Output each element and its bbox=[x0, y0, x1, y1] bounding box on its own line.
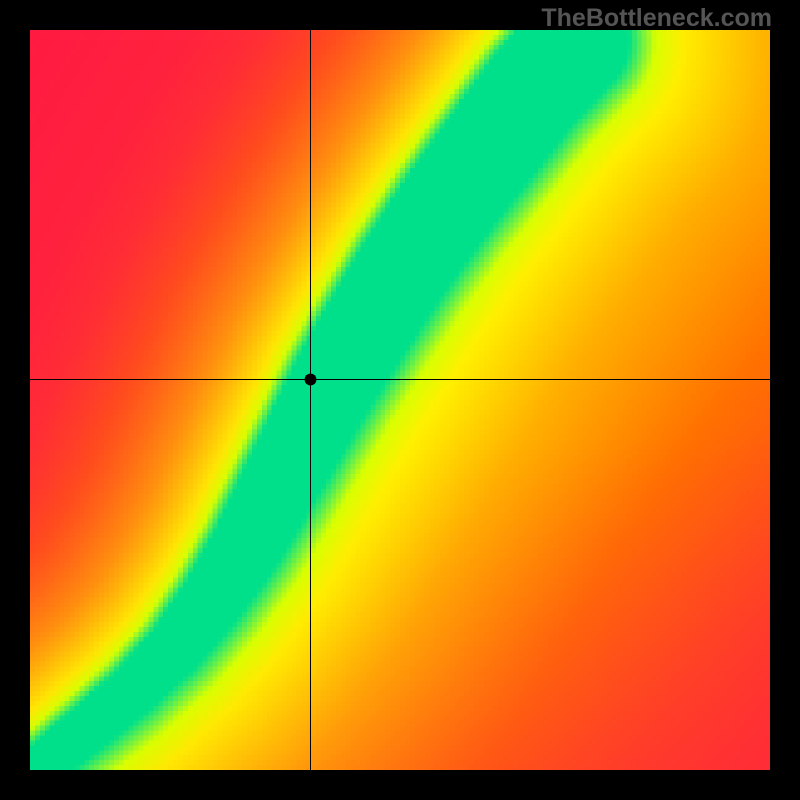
crosshair-overlay bbox=[30, 30, 770, 770]
watermark-label: TheBottleneck.com bbox=[541, 4, 772, 33]
frame: TheBottleneck.com bbox=[0, 0, 800, 800]
plot-area bbox=[30, 30, 770, 770]
